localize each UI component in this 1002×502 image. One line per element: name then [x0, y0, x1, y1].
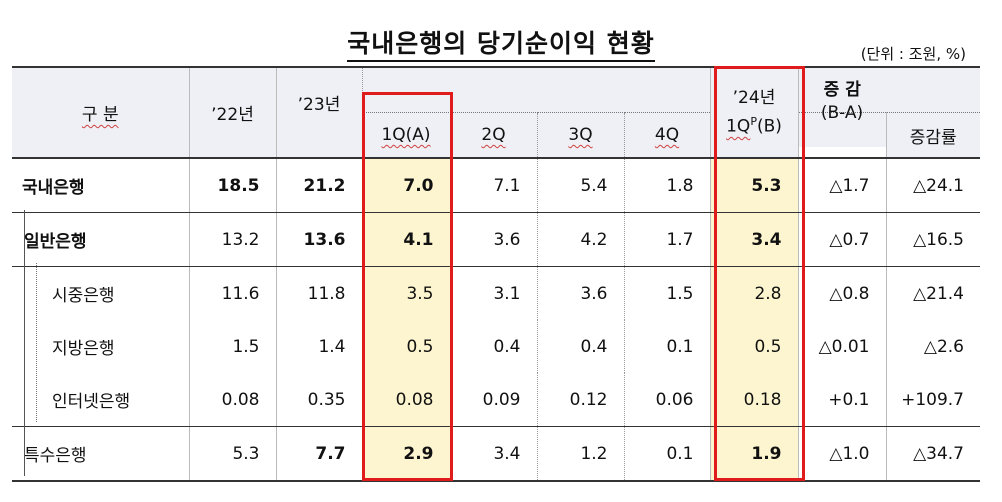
cell-2024-q1: 3.4	[709, 212, 798, 267]
cell-2022: 11.6	[188, 266, 276, 320]
cell-2024-q1: 2.8	[709, 266, 798, 320]
cell-q2: 3.6	[449, 212, 537, 267]
cell-q1: 4.1	[361, 212, 450, 267]
cell-q3: 3.6	[536, 266, 624, 320]
cell-q1: 3.5	[361, 266, 450, 320]
group-guide	[24, 210, 25, 476]
cell-change: △0.01	[797, 320, 886, 373]
cell-q1: 7.0	[361, 158, 450, 213]
cell-change: △1.0	[797, 426, 886, 482]
page-title: 국내은행의 당기순이익 현황	[0, 24, 1002, 62]
cell-q4: 0.06	[623, 373, 710, 427]
unit-label: (단위 : 조원, %)	[860, 45, 966, 63]
row-label: 인터넷은행	[12, 373, 189, 427]
cell-rate: △16.5	[885, 212, 980, 267]
cell-2024-q1: 5.3	[709, 158, 798, 213]
cell-2024-q1: 0.5	[709, 320, 798, 373]
cell-q3: 0.12	[536, 373, 624, 427]
cell-change: △0.7	[797, 212, 886, 267]
cell-rate: △21.4	[885, 266, 980, 320]
header-change-bottom: (B-A)	[797, 102, 886, 148]
row-label: 시중은행	[52, 286, 115, 306]
row-label: 국내은행	[12, 158, 189, 213]
cell-q3: 4.2	[536, 212, 624, 267]
cell-2022: 5.3	[188, 426, 276, 482]
cell-q3: 0.4	[536, 320, 624, 373]
cell-2023: 11.8	[275, 266, 362, 320]
cell-rate: △34.7	[885, 426, 980, 482]
cell-q4: 1.8	[623, 158, 710, 213]
header-2024-q1: ’24년 1QP(B)	[709, 67, 798, 158]
header-rate: 증감률	[885, 112, 980, 158]
cell-2023: 7.7	[275, 426, 362, 482]
cell-rate: +109.7	[885, 373, 980, 427]
header-2023: ’23년	[275, 67, 362, 158]
cell-q2: 3.4	[449, 426, 537, 482]
row-label: 지방은행	[52, 339, 115, 359]
cell-q4: 0.1	[623, 426, 710, 482]
table-row: 인터넷은행 0.08 0.35 0.08 0.09 0.12 0.06 0.18…	[12, 373, 980, 427]
subgroup-guide	[36, 263, 37, 422]
cell-2024-q1: 0.18	[709, 373, 798, 427]
cell-q2: 0.4	[449, 320, 537, 373]
cell-change: △0.8	[797, 266, 886, 320]
table-row: 지방은행 1.5 1.4 0.5 0.4 0.4 0.1 0.5 △0.01 △…	[12, 320, 980, 373]
cell-2022: 18.5	[188, 158, 276, 213]
cell-q2: 3.1	[449, 266, 537, 320]
table-row: 특수은행 5.3 7.7 2.9 3.4 1.2 0.1 1.9 △1.0 △3…	[12, 426, 980, 482]
cell-q2: 0.09	[449, 373, 537, 427]
cell-2023: 13.6	[275, 212, 362, 267]
cell-2023: 0.35	[275, 373, 362, 427]
cell-change: △1.7	[797, 158, 886, 213]
row-label: 일반은행	[12, 212, 189, 267]
cell-change: +0.1	[797, 373, 886, 427]
cell-rate: △2.6	[885, 320, 980, 373]
cell-2022: 0.08	[188, 373, 276, 427]
row-label: 특수은행	[12, 426, 189, 482]
cell-rate: △24.1	[885, 158, 980, 213]
table-row: 국내은행 18.5 21.2 7.0 7.1 5.4 1.8 5.3 △1.7 …	[12, 158, 980, 213]
cell-q4: 1.7	[623, 212, 710, 267]
table-row: 일반은행 13.2 13.6 4.1 3.6 4.2 1.7 3.4 △0.7 …	[12, 212, 980, 267]
cell-2022: 1.5	[188, 320, 276, 373]
header-2022: ’22년	[188, 67, 276, 158]
header-category: 구 분	[81, 105, 119, 125]
cell-q1: 0.5	[361, 320, 450, 373]
net-income-table: 구 분 ’22년 ’23년 ’24년 1QP(B) 증 감 1Q(A) 2Q 3…	[12, 66, 980, 482]
header-q4: 4Q	[623, 112, 710, 158]
cell-q2: 7.1	[449, 158, 537, 213]
cell-q3: 1.2	[536, 426, 624, 482]
cell-2023: 1.4	[275, 320, 362, 373]
cell-2023: 21.2	[275, 158, 362, 213]
header-q2: 2Q	[449, 112, 537, 158]
header-2023-q1-top	[361, 67, 450, 113]
table-row: 시중은행 11.6 11.8 3.5 3.1 3.6 1.5 2.8 △0.8 …	[12, 266, 980, 320]
cell-q4: 1.5	[623, 266, 710, 320]
cell-q1: 2.9	[361, 426, 450, 482]
cell-q3: 5.4	[536, 158, 624, 213]
cell-q1: 0.08	[361, 373, 450, 427]
header-q3: 3Q	[536, 112, 624, 158]
cell-2024-q1: 1.9	[709, 426, 798, 482]
cell-2022: 13.2	[188, 212, 276, 267]
cell-q4: 0.1	[623, 320, 710, 373]
header-q1: 1Q(A)	[361, 112, 450, 158]
